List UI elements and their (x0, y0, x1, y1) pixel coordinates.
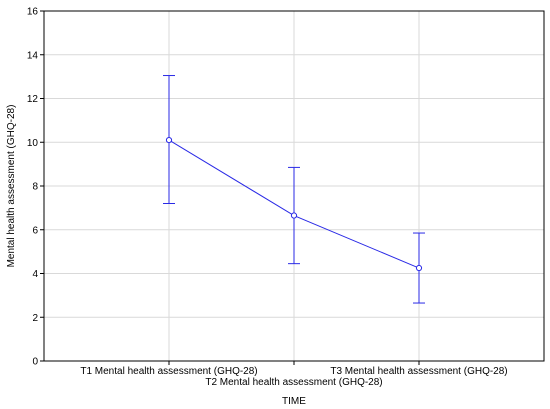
y-tick-label: 16 (27, 7, 39, 18)
y-tick-label: 2 (32, 313, 38, 324)
y-axis-ticks: 0 2 4 6 8 10 12 14 16 (27, 7, 44, 368)
y-tick-label: 0 (32, 357, 38, 368)
x-tick-label: T3 Mental health assessment (GHQ-28) (330, 366, 507, 377)
series (163, 75, 425, 304)
y-tick-label: 8 (32, 182, 38, 193)
x-axis-ticks: T1 Mental health assessment (GHQ-28)T2 M… (80, 361, 508, 388)
x-tick-label: T1 Mental health assessment (GHQ-28) (80, 366, 257, 377)
y-axis-label: Mental health assessment (GHQ-28) (6, 105, 17, 268)
y-tick-label: 14 (27, 50, 39, 61)
y-tick-label: 12 (27, 94, 39, 105)
data-point (290, 212, 298, 219)
data-point (165, 136, 173, 144)
y-tick-label: 6 (32, 225, 38, 236)
x-axis-label: TIME (282, 396, 306, 407)
y-tick-label: 4 (32, 269, 38, 280)
x-tick-label: T2 Mental health assessment (GHQ-28) (205, 377, 382, 388)
y-tick-label: 10 (27, 138, 39, 149)
data-point (415, 264, 423, 272)
